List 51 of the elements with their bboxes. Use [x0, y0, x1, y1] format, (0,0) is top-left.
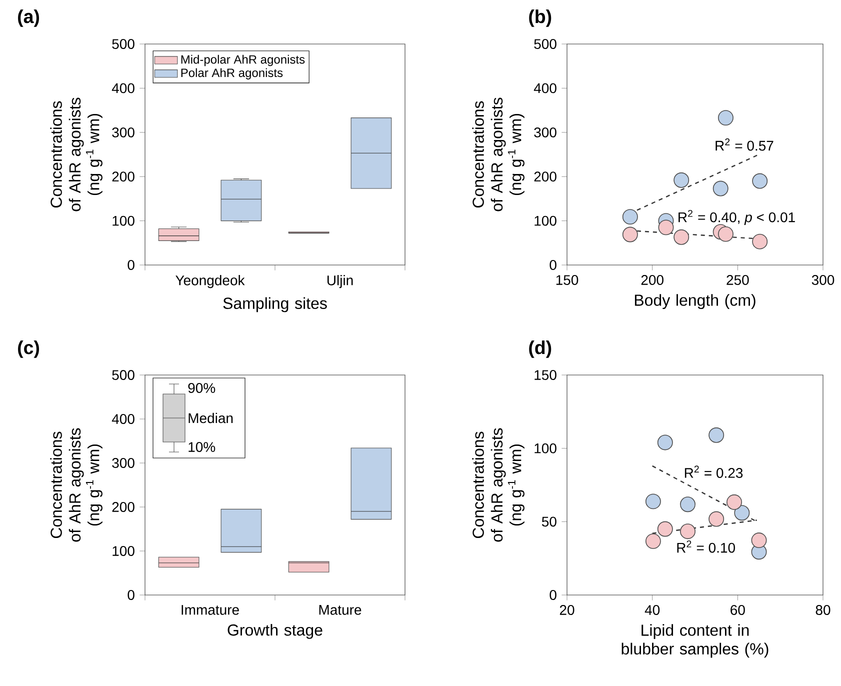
- x-tick-label: 250: [726, 275, 749, 285]
- x-tick-label: Yeongdeok: [176, 275, 245, 288]
- y-tick-label: 400: [112, 83, 134, 94]
- chart-title: (c): [18, 340, 39, 358]
- x-axis-title: Lipid content in blubber samples (%): [622, 624, 768, 658]
- y-tick-label: 300: [112, 458, 134, 468]
- y-tick-label: 500: [112, 39, 134, 49]
- x-tick-label: 20: [560, 605, 574, 615]
- annotation: R$^{2}$ = 0.10: [677, 540, 735, 553]
- x-tick-label: Immature: [182, 605, 239, 615]
- y-tick-label: 100: [534, 443, 556, 454]
- y-tick-label: 100: [112, 216, 134, 226]
- y-tick-label: 200: [112, 172, 134, 182]
- y-tick-label: 100: [534, 216, 556, 226]
- annotation: R$^{2}$ = 0.57: [716, 138, 774, 151]
- annotation: R$^{2}$ = 0.23: [684, 466, 743, 478]
- y-tick-label: 300: [534, 127, 556, 138]
- x-axis-title: Body length (cm): [634, 294, 756, 310]
- annotation: Median: [188, 412, 233, 424]
- x-tick-label: 150: [556, 275, 578, 285]
- x-tick-label: 300: [812, 275, 834, 285]
- legend-label: Mid-polar AhR agonists: [181, 54, 305, 66]
- y-tick-label: 200: [534, 172, 556, 182]
- y-tick-label: 0: [550, 590, 556, 600]
- x-tick-label: 80: [816, 605, 830, 615]
- x-axis-title: Growth stage: [228, 624, 322, 639]
- x-tick-label: 40: [644, 605, 660, 615]
- x-tick-label: 200: [641, 275, 664, 285]
- y-tick-label: 50: [542, 516, 556, 527]
- legend-label: Polar AhR agonists: [181, 68, 283, 80]
- y-tick-label: 400: [112, 414, 134, 424]
- chart-title: (a): [18, 9, 39, 27]
- chart-title: (d): [529, 340, 552, 358]
- y-tick-label: 200: [112, 502, 134, 512]
- y-tick-label: 300: [112, 127, 134, 138]
- chart-title: (b): [529, 9, 552, 27]
- y-tick-label: 400: [534, 83, 556, 94]
- annotation: 90%: [188, 383, 216, 393]
- x-tick-label: Uljin: [327, 275, 353, 288]
- annotation: R$^{2}$ = 0.40, p < 0.01: [678, 210, 795, 226]
- x-tick-label: Mature: [319, 605, 362, 615]
- y-tick-label: 0: [550, 260, 556, 270]
- x-tick-label: 60: [730, 605, 745, 615]
- y-tick-label: 0: [128, 260, 134, 270]
- y-tick-label: 100: [112, 546, 134, 556]
- y-tick-label: 150: [534, 370, 556, 380]
- x-axis-title: Sampling sites: [223, 297, 327, 312]
- y-tick-label: 500: [112, 370, 134, 380]
- y-tick-label: 0: [128, 590, 134, 600]
- y-tick-label: 500: [534, 39, 556, 49]
- annotation: 10%: [188, 442, 216, 452]
